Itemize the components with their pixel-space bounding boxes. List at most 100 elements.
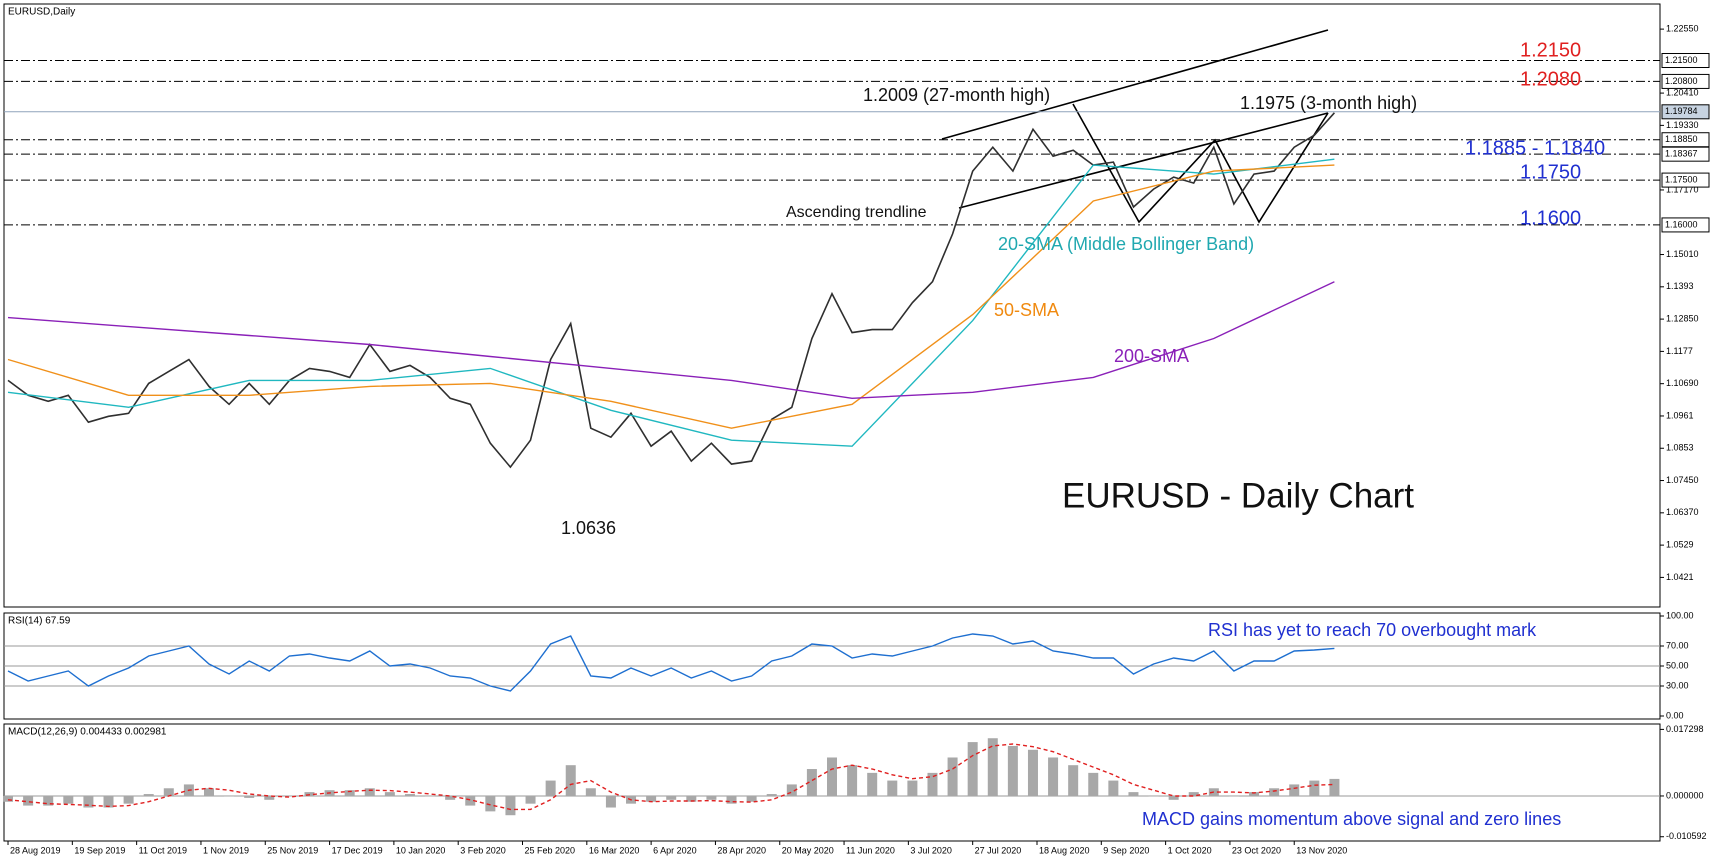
annotation: RSI has yet to reach 70 overbought mark [1208,620,1537,640]
histogram-bar [766,794,777,796]
histogram-bar [123,795,134,804]
y-tick-label: 1.0961 [1666,410,1694,420]
histogram-bar [525,795,536,804]
histogram-bar [786,784,797,796]
histogram-bar [425,795,436,797]
x-tick-label: 20 May 2020 [782,845,834,855]
histogram-bar [143,794,154,796]
panel-title: RSI(14) 67.59 [8,616,71,627]
ascending-trendline [958,112,1329,209]
level-label: 1.18850 [1665,134,1698,144]
annotation: 1.1975 (3-month high) [1240,93,1417,113]
level-label: 1.19784 [1665,106,1698,116]
y-tick-label: 1.0421 [1666,572,1694,582]
histogram-bar [887,780,898,796]
level-label-box [1661,53,1710,69]
histogram-bar [103,795,114,808]
y-tick-label: 1.20410 [1666,87,1699,97]
histogram-bar [1088,772,1099,796]
histogram-bar [706,795,717,800]
histogram-bar [1168,795,1179,800]
histogram-bar [224,795,235,797]
x-tick-label: 11 Oct 2019 [139,845,187,855]
y-tick-label: 1.1177 [1666,346,1693,356]
channel-line [941,29,1329,140]
histogram-bar [505,795,516,816]
x-tick-label: 19 Sep 2019 [74,845,125,855]
x-tick-label: 28 Apr 2020 [717,845,766,855]
histogram-bar [1148,795,1159,797]
histogram-bar [1329,778,1340,796]
histogram-bar [806,769,817,796]
x-tick-label: 9 Sep 2020 [1103,845,1149,855]
annotation: 1.1750 [1520,161,1581,183]
x-tick-label: 3 Feb 2020 [460,845,506,855]
histogram-bar [63,795,74,804]
panel-frame [3,723,1661,842]
y-tick-label: 0.000000 [1666,790,1704,800]
annotation: 1.2150 [1520,39,1581,61]
histogram-bar [1068,765,1079,796]
panel-title: MACD(12,26,9) 0.004433 0.002981 [8,727,167,738]
y-tick-label: 50.00 [1666,660,1689,670]
x-tick-label: 25 Feb 2020 [525,845,576,855]
histogram-bar [445,795,456,800]
histogram-bar [43,795,54,806]
level-label: 1.17500 [1665,174,1698,184]
y-tick-label: 1.12850 [1666,313,1699,323]
histogram-bar [83,795,94,808]
histogram-bar [1027,749,1038,796]
histogram-bar [485,795,496,812]
annotation: 1.1885 - 1.1840 [1465,137,1605,159]
x-tick-label: 27 Jul 2020 [975,845,1022,855]
y-tick-label: 1.10690 [1666,378,1699,388]
histogram-bar [1249,792,1260,796]
y-tick-label: 0.00 [1666,710,1684,720]
histogram-bar [264,795,275,800]
annotation: MACD gains momentum above signal and zer… [1142,809,1561,829]
histogram-bar [1289,784,1300,796]
series-line [7,158,1335,447]
annotation: 1.0636 [561,518,616,538]
y-tick-label: 0.017298 [1666,724,1704,734]
histogram-bar [404,794,415,796]
series-line [7,743,1335,811]
y-tick-label: 1.07450 [1666,475,1699,485]
annotation: 200-SMA [1114,346,1189,366]
histogram-bar [666,795,677,800]
panel-title: EURUSD,Daily [8,7,75,18]
histogram-bar [1228,795,1239,797]
histogram-bar [927,772,938,796]
annotation: EURUSD - Daily Chart [1062,476,1414,515]
histogram-bar [746,795,757,802]
x-tick-label: 13 Nov 2020 [1296,845,1347,855]
histogram-bar [1007,745,1018,796]
histogram-bar [1128,792,1139,796]
histogram-bar [203,788,214,796]
histogram-bar [23,795,34,806]
histogram-bar [1108,780,1119,796]
level-label-box [1661,73,1710,89]
histogram-bar [585,788,596,796]
histogram-bar [3,795,14,802]
histogram-bar [987,738,998,796]
x-tick-label: 18 Aug 2020 [1039,845,1090,855]
level-label-box [1661,217,1710,233]
level-label: 1.20800 [1665,76,1698,86]
y-tick-label: 1.1393 [1666,281,1694,291]
y-tick-label: 1.17170 [1666,184,1699,194]
x-tick-label: 10 Jan 2020 [396,845,446,855]
y-tick-label: 30.00 [1666,680,1689,690]
histogram-bar [967,742,978,796]
series-line [7,112,1335,469]
annotation: 20-SMA (Middle Bollinger Band) [998,234,1254,254]
annotation: 1.2080 [1520,68,1581,90]
histogram-bar [364,788,375,796]
x-tick-label: 1 Oct 2020 [1168,845,1212,855]
series-line [7,281,1335,400]
y-tick-label: 1.0853 [1666,443,1694,453]
x-tick-label: 28 Aug 2019 [10,845,61,855]
histogram-bar [244,795,255,798]
